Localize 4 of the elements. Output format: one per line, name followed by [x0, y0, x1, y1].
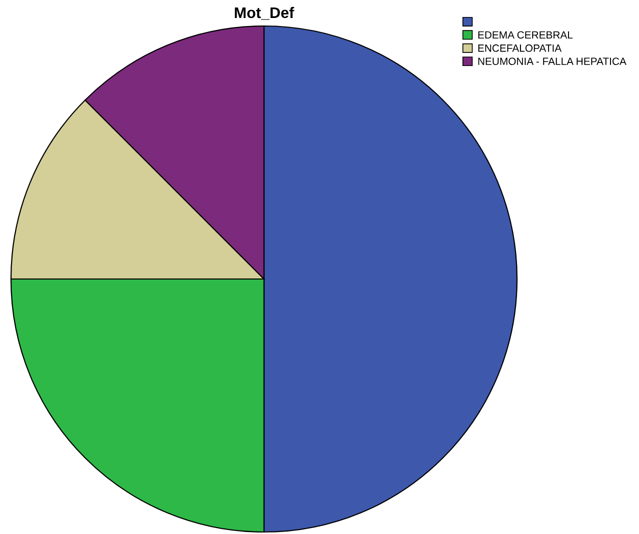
legend-label: ENCEFALOPATIA: [478, 44, 562, 52]
legend-label: NEUMONIA - FALLA HEPATICA: [478, 58, 626, 66]
chart-title: Mot_Def: [234, 6, 294, 20]
legend-label: EDEMA CEREBRAL: [478, 31, 573, 39]
